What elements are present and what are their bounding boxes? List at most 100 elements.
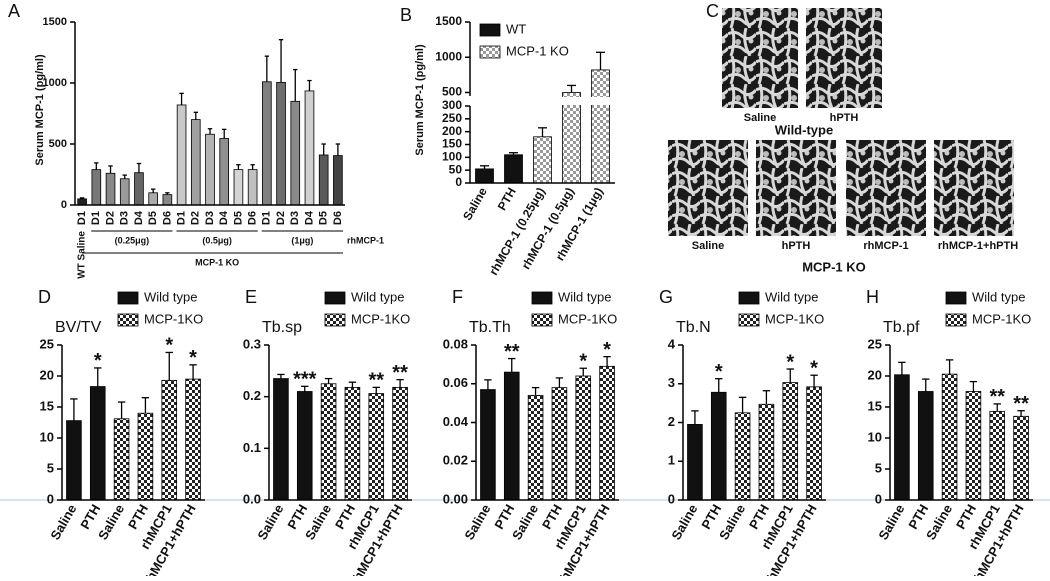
significance-mark: *	[579, 351, 587, 373]
bar	[119, 178, 130, 206]
panel-letter: E	[245, 287, 257, 307]
y-tick-label: 0	[875, 491, 882, 506]
significance-mark: *	[715, 361, 723, 383]
y-tick-label: 300	[442, 98, 462, 112]
bar	[162, 194, 173, 206]
bar	[190, 119, 201, 206]
panel-letter: A	[8, 1, 20, 21]
bar	[247, 169, 258, 206]
significance-mark: **	[504, 341, 520, 363]
bar	[806, 386, 822, 501]
x-tick-label: Saline	[254, 502, 286, 543]
micro-ct-image	[756, 140, 836, 236]
bar	[134, 172, 144, 206]
micro-ct-image	[846, 140, 926, 236]
image-label: Saline	[692, 240, 724, 252]
bar	[480, 389, 496, 501]
bar	[273, 378, 289, 501]
panel-letter: C	[706, 1, 719, 21]
y-tick-label: 2	[668, 414, 675, 429]
x-tick-label: D5	[232, 211, 244, 225]
legend-label: Wild type	[765, 289, 818, 304]
legend-swatch	[531, 291, 553, 305]
y-axis-label: Serum MCP-1 (pg/ml)	[414, 44, 426, 156]
legend-label: WT	[506, 21, 526, 36]
image-label: hPTH	[830, 112, 859, 124]
bar	[504, 154, 523, 184]
y-tick-label: 20	[40, 367, 54, 382]
y-tick-label: 0.0	[243, 491, 261, 506]
y-tick-label: 5	[47, 460, 54, 475]
legend-swatch	[117, 291, 139, 305]
y-tick-label: 1500	[43, 16, 67, 28]
legend-label: MCP-1 KO	[506, 43, 569, 58]
y-tick-label: 0.08	[443, 336, 468, 351]
y-tick-label: 0.2	[243, 388, 261, 403]
y-tick-label: 100	[442, 150, 462, 164]
y-tick-label: 20	[868, 367, 882, 382]
x-tick-label: D1	[76, 211, 88, 225]
y-tick-label: 500	[442, 85, 462, 99]
bar	[113, 418, 130, 501]
legend-label: MCP-1KO	[558, 311, 617, 326]
image-label: rhMCP-1	[863, 240, 908, 252]
legend-label: Wild type	[144, 289, 197, 304]
x-tick-label: D2	[190, 211, 202, 225]
legend-swatch	[117, 313, 139, 327]
y-tick-label: 25	[868, 336, 882, 351]
y-tick-label: 1000	[435, 49, 462, 63]
legend-swatch	[738, 291, 760, 305]
bar	[551, 387, 568, 501]
bar	[91, 169, 102, 206]
bar	[66, 420, 82, 501]
y-tick-label: 0.1	[243, 440, 261, 455]
legend-swatch	[945, 313, 967, 327]
bar	[233, 169, 244, 206]
image-label: rhMCP-1+hPTH	[938, 240, 1018, 252]
y-tick-label: 0	[455, 175, 462, 189]
bar	[782, 382, 799, 501]
bar	[77, 198, 87, 206]
bar	[941, 373, 958, 501]
significance-mark: *	[603, 339, 611, 361]
bar	[318, 154, 329, 206]
y-tick-label: 0.00	[443, 491, 468, 506]
micro-ct-image	[934, 140, 1014, 236]
y-tick-label: 4	[668, 336, 676, 351]
x-tick-label: D1	[261, 211, 273, 225]
legend-label: Wild type	[972, 289, 1025, 304]
image-caption: MCP-1 KO	[802, 259, 866, 274]
bar	[989, 410, 1006, 501]
y-tick-label: 0.04	[443, 414, 469, 429]
bar	[148, 192, 158, 206]
bar	[290, 100, 301, 206]
bar	[296, 391, 313, 501]
legend-label: MCP-1KO	[144, 311, 203, 326]
significance-mark: *	[94, 350, 102, 372]
bar	[475, 168, 494, 184]
bar	[575, 375, 592, 501]
x-tick-label: D4	[303, 210, 315, 225]
chart-title: BV/TV	[55, 319, 102, 336]
x-tick-label: D6	[161, 211, 173, 225]
group-label: (1μg)	[291, 235, 313, 245]
bar	[562, 92, 581, 184]
bar	[503, 371, 520, 501]
chart-title: Tb.N	[676, 319, 711, 336]
y-tick-label: 0.3	[243, 336, 261, 351]
y-tick-label: 50	[449, 162, 463, 176]
x-tick-label: D4	[218, 210, 230, 225]
x-tick-label: PTH	[495, 185, 519, 213]
bar	[734, 412, 751, 501]
significance-mark: *	[189, 347, 197, 369]
bar	[320, 383, 337, 501]
x-tick-label: D4	[133, 210, 145, 225]
legend-swatch	[324, 291, 346, 305]
x-tick-label: D3	[204, 211, 216, 225]
significance-mark: **	[989, 386, 1005, 408]
y-tick-label: 200	[442, 124, 462, 138]
chart-title: Tb.pf	[883, 319, 920, 336]
y-tick-label: 0.06	[443, 375, 468, 390]
bar	[137, 412, 154, 501]
